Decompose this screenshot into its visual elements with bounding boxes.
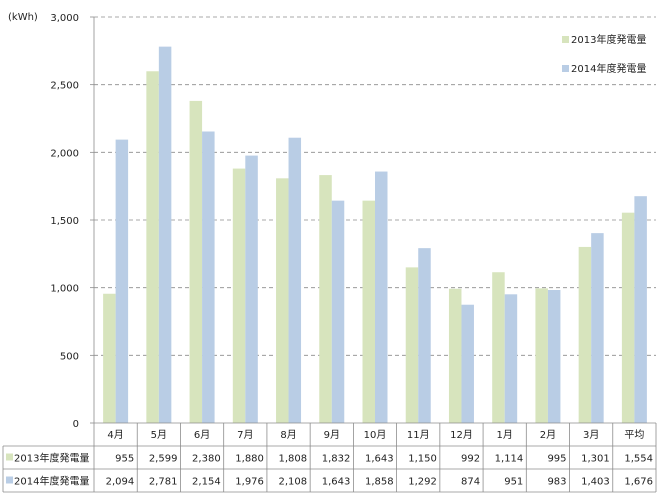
table-cell-value: 2,380 — [192, 454, 221, 465]
bar-1-5 — [331, 200, 345, 423]
table-cell-value: 2,781 — [149, 477, 178, 488]
bar-1-7 — [418, 248, 431, 423]
legend-swatch — [562, 65, 569, 72]
bar-0-6 — [362, 200, 375, 423]
table-cell-value: 1,832 — [322, 454, 351, 465]
bar-1-8 — [461, 304, 474, 423]
y-axis-ticks: 0 500 1,000 1,500 2,000 2,500 3,000 — [50, 13, 79, 430]
bar-0-2 — [189, 100, 203, 423]
category-label: 1月 — [497, 429, 513, 441]
category-label: 2月 — [540, 429, 556, 441]
y-axis-unit-label: (kWh) — [8, 12, 38, 23]
table-cell-value: 1,554 — [624, 454, 653, 465]
legend-swatch — [562, 36, 569, 43]
table-row-swatch — [6, 453, 13, 461]
table-cell-value: 874 — [461, 477, 480, 488]
bar-1-9 — [504, 294, 518, 423]
table-cell-value: 2,094 — [106, 477, 135, 488]
bar-1-3 — [245, 155, 258, 423]
bar-1-11 — [591, 233, 604, 423]
table-row-header: 2014年度発電量 — [14, 475, 89, 488]
data-table: 4月 5月 6月 7月 8月 9月 10月 11月 12月 1月 2月 3月 平均 2013年度発電量 95… — [2, 422, 657, 493]
legend-label: 2013年度発電量 — [571, 33, 646, 46]
y-tick-label: 2,500 — [50, 81, 79, 92]
table-row-header: 2013年度発電量 — [14, 452, 89, 465]
table-cell-value: 1,301 — [581, 454, 610, 465]
category-label: 7月 — [237, 429, 253, 441]
bar-0-8 — [448, 288, 462, 423]
bar-0-7 — [405, 267, 419, 423]
table-cell-value: 1,858 — [365, 477, 394, 488]
table-cell-value: 1,150 — [408, 454, 437, 465]
category-label: 10月 — [364, 429, 387, 441]
bar-series — [103, 46, 647, 423]
y-tick-label: 3,000 — [50, 13, 79, 24]
category-label: 12月 — [450, 429, 473, 441]
category-label: 9月 — [324, 429, 340, 441]
table-cell-value: 983 — [547, 477, 566, 488]
table-cell-value: 2,108 — [279, 477, 308, 488]
legend-label: 2014年度発電量 — [571, 62, 646, 75]
y-tick-label: 1,000 — [50, 284, 79, 295]
category-label: 4月 — [107, 429, 123, 441]
table-cell-value: 1,114 — [495, 454, 524, 465]
bar-0-5 — [319, 175, 332, 423]
table-cell-value: 1,292 — [408, 477, 437, 488]
bar-0-0 — [103, 293, 116, 423]
bar-0-1 — [146, 71, 159, 423]
bar-1-10 — [547, 289, 561, 423]
table-cell-value: 995 — [547, 454, 566, 465]
category-label: 6月 — [194, 429, 210, 441]
category-label: 平均 — [624, 429, 644, 441]
table-cell-value: 951 — [504, 477, 523, 488]
table-cell-value: 2,599 — [149, 454, 178, 465]
table-cell-value: 1,643 — [322, 477, 351, 488]
y-tick-label: 500 — [60, 351, 79, 362]
category-label: 11月 — [407, 429, 430, 441]
table-row-swatch — [6, 476, 13, 484]
bar-0-11 — [578, 246, 592, 423]
bar-0-10 — [535, 288, 548, 423]
table-cell-value: 992 — [461, 454, 480, 465]
table-cell-value: 1,976 — [235, 477, 264, 488]
bar-0-4 — [276, 178, 289, 423]
bar-1-0 — [115, 139, 129, 423]
category-label: 3月 — [583, 429, 599, 441]
table-cell-value: 1,808 — [279, 454, 308, 465]
bar-0-3 — [232, 168, 246, 423]
y-tick-label: 2,000 — [50, 148, 79, 159]
y-tick-label: 1,500 — [50, 216, 79, 227]
table-cell-value: 2,154 — [192, 477, 221, 488]
bar-1-2 — [202, 131, 215, 423]
category-label: 8月 — [280, 429, 296, 441]
table-cell-value: 1,403 — [581, 477, 610, 488]
category-label: 5月 — [151, 429, 167, 441]
bar-1-12 — [634, 196, 647, 423]
bar-0-9 — [492, 272, 505, 423]
table-cell-value: 1,643 — [365, 454, 394, 465]
bar-1-4 — [288, 137, 302, 423]
table-cell-value: 1,676 — [624, 477, 653, 488]
y-tick-label: 0 — [73, 419, 79, 430]
table-cell-value: 955 — [115, 454, 134, 465]
bar-1-1 — [158, 46, 172, 423]
bar-1-6 — [375, 171, 388, 423]
legend: 2013年度発電量 2014年度発電量 — [562, 33, 646, 75]
bar-0-12 — [621, 212, 635, 423]
table-cell-value: 1,880 — [235, 454, 264, 465]
